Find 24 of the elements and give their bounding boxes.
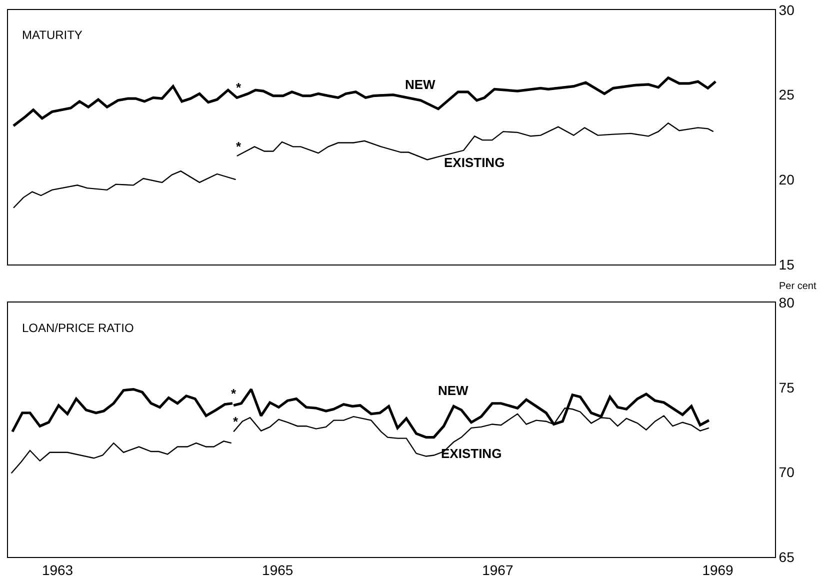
- annotation: *: [236, 139, 242, 154]
- y-axis-title: Per cent: [779, 281, 816, 292]
- line-series: [12, 76, 717, 128]
- annotation: *: [236, 80, 242, 95]
- y-tick-label: 65: [778, 548, 795, 565]
- x-tick-label: 1963: [42, 562, 74, 578]
- series-label: EXISTING: [441, 446, 502, 461]
- y-tick-label: 75: [778, 379, 795, 396]
- y-tick-label: 80: [778, 294, 795, 311]
- x-tick-label: 1965: [262, 562, 294, 578]
- x-tick-label: 1969: [702, 562, 734, 578]
- annotation: *: [231, 386, 237, 401]
- text: MATURITY: [22, 28, 82, 42]
- y-tick-label: 25: [778, 86, 795, 103]
- y-tick-label: 30: [778, 2, 795, 18]
- x-tick-label: 1967: [482, 562, 514, 578]
- y-tick-label: 70: [778, 464, 795, 480]
- annotation: *: [233, 414, 239, 429]
- series-label: NEW: [438, 383, 470, 398]
- series-label: EXISTING: [444, 155, 505, 170]
- series-label: NEW: [405, 77, 436, 92]
- text: LOAN/PRICE RATIO: [22, 321, 134, 335]
- y-tick-label: 20: [778, 171, 795, 188]
- y-tick-label: 15: [778, 256, 795, 272]
